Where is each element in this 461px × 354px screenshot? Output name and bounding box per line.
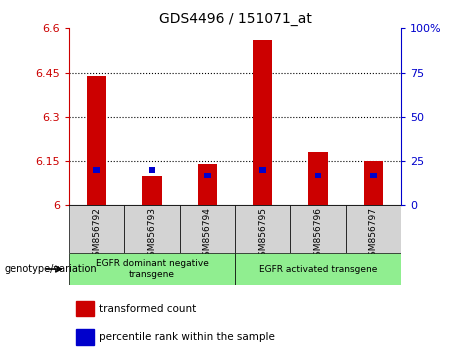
FancyBboxPatch shape <box>290 205 346 253</box>
FancyBboxPatch shape <box>235 253 401 285</box>
Text: GSM856793: GSM856793 <box>148 207 157 262</box>
Bar <box>198 164 217 205</box>
Bar <box>149 167 155 173</box>
Bar <box>87 75 106 205</box>
Bar <box>260 167 266 173</box>
FancyBboxPatch shape <box>235 205 290 253</box>
Text: GSM856797: GSM856797 <box>369 207 378 262</box>
Bar <box>364 161 383 205</box>
Bar <box>76 329 94 345</box>
Text: GSM856794: GSM856794 <box>203 207 212 262</box>
FancyBboxPatch shape <box>69 253 235 285</box>
Bar <box>308 152 328 205</box>
FancyBboxPatch shape <box>180 205 235 253</box>
Bar <box>204 173 211 178</box>
FancyBboxPatch shape <box>69 205 124 253</box>
Bar <box>142 176 162 205</box>
Text: transformed count: transformed count <box>99 303 196 314</box>
Bar <box>370 173 377 178</box>
Text: genotype/variation: genotype/variation <box>5 264 97 274</box>
Text: EGFR activated transgene: EGFR activated transgene <box>259 264 377 274</box>
Bar <box>94 167 100 173</box>
FancyBboxPatch shape <box>346 205 401 253</box>
FancyBboxPatch shape <box>124 205 180 253</box>
Bar <box>253 40 272 205</box>
Text: GSM856792: GSM856792 <box>92 207 101 262</box>
Title: GDS4496 / 151071_at: GDS4496 / 151071_at <box>159 12 312 26</box>
Bar <box>76 301 94 316</box>
Bar <box>315 173 321 178</box>
Text: EGFR dominant negative
transgene: EGFR dominant negative transgene <box>96 259 208 279</box>
Text: percentile rank within the sample: percentile rank within the sample <box>99 332 275 342</box>
Text: GSM856795: GSM856795 <box>258 207 267 262</box>
Text: GSM856796: GSM856796 <box>313 207 323 262</box>
